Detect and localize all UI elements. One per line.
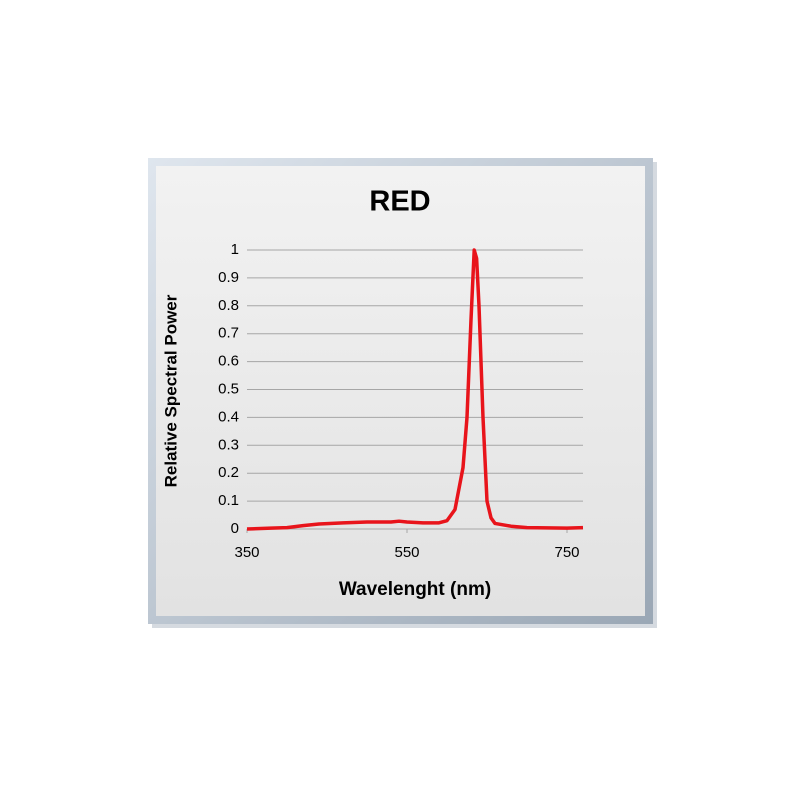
y-tick-label: 0.4 [218, 408, 239, 425]
chart-title: RED [369, 186, 430, 218]
y-tick-label: 0.6 [218, 353, 239, 370]
y-tick-label: 0.5 [218, 380, 239, 397]
x-tick-label: 350 [234, 544, 259, 561]
chart-area [156, 166, 645, 616]
x-tick-label: 550 [394, 544, 419, 561]
x-tick-label: 750 [554, 544, 579, 561]
y-tick-label: 0.3 [218, 436, 239, 453]
y-tick-label: 0.8 [218, 297, 239, 314]
y-axis-label: Relative Spectral Power [161, 294, 180, 487]
line-series [246, 248, 584, 531]
y-tick-label: 0.1 [218, 492, 239, 509]
y-tick-label: 0.9 [218, 269, 239, 286]
y-tick-label: 0 [231, 520, 239, 537]
y-tick-label: 1 [231, 241, 239, 258]
x-axis-label: Wavelenght (nm) [339, 579, 491, 600]
y-tick-label: 0.7 [218, 325, 239, 342]
y-tick-label: 0.2 [218, 464, 239, 481]
